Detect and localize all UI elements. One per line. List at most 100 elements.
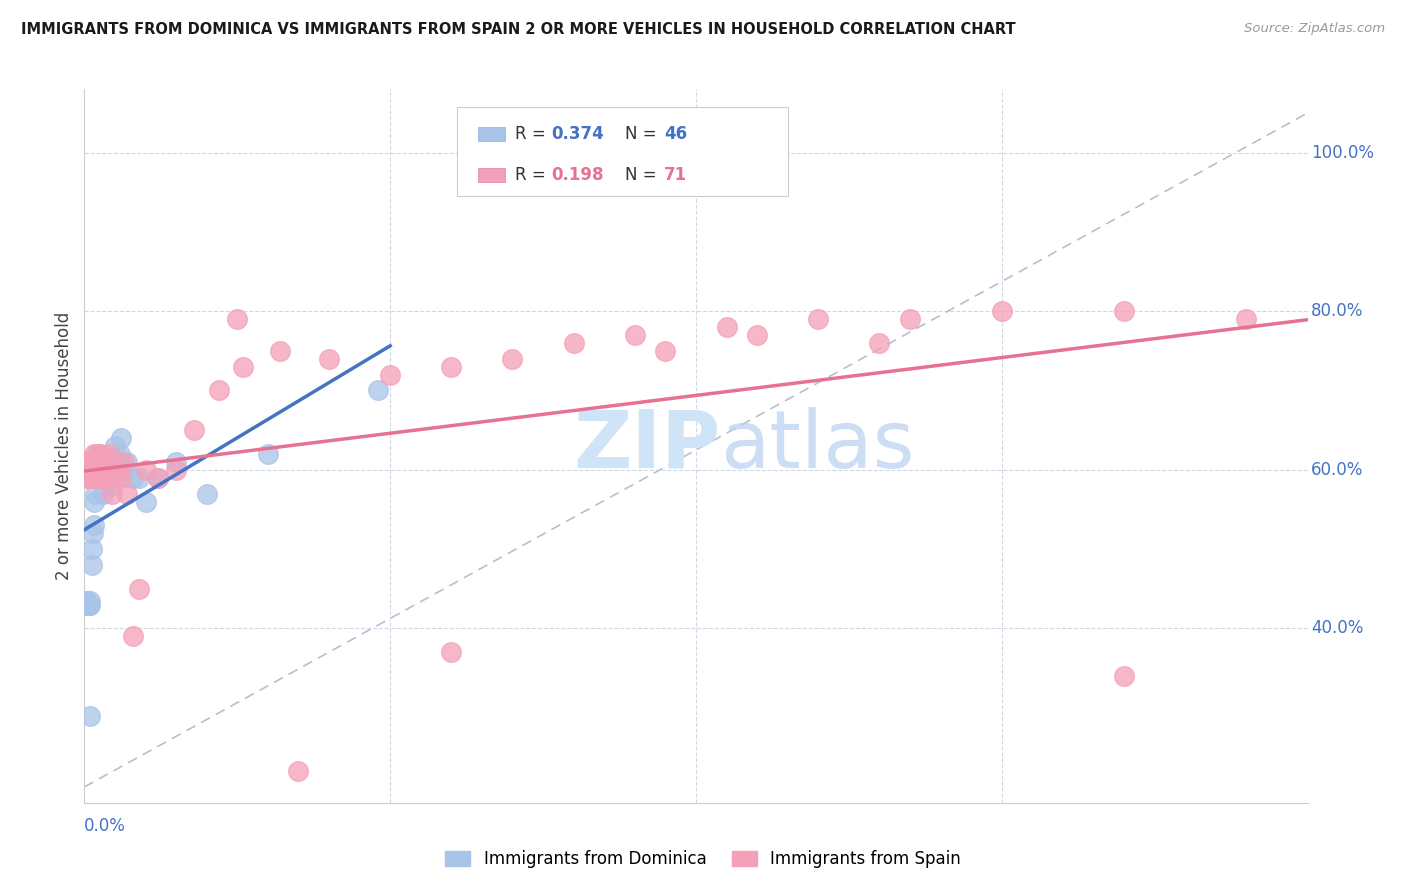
Point xyxy=(440,645,463,659)
Point xyxy=(112,455,135,469)
Point xyxy=(93,471,115,485)
Point xyxy=(77,598,100,612)
Point xyxy=(80,558,103,572)
Point xyxy=(82,455,104,469)
Text: IMMIGRANTS FROM DOMINICA VS IMMIGRANTS FROM SPAIN 2 OR MORE VEHICLES IN HOUSEHOL: IMMIGRANTS FROM DOMINICA VS IMMIGRANTS F… xyxy=(21,22,1015,37)
Point xyxy=(82,542,104,557)
Point xyxy=(208,384,231,398)
Point xyxy=(232,359,254,374)
Point xyxy=(128,582,150,596)
Point xyxy=(807,312,830,326)
Point xyxy=(898,312,921,326)
Text: 0.374: 0.374 xyxy=(551,125,605,143)
Point xyxy=(84,455,107,469)
Point xyxy=(77,463,100,477)
Point xyxy=(87,471,110,485)
Point xyxy=(76,463,98,477)
Point xyxy=(115,486,138,500)
Point xyxy=(716,320,738,334)
Point xyxy=(90,471,112,485)
Point xyxy=(97,463,120,477)
Point xyxy=(75,598,97,612)
Point xyxy=(135,494,157,508)
Point xyxy=(110,431,132,445)
Point xyxy=(287,764,309,778)
Point xyxy=(83,463,105,477)
FancyBboxPatch shape xyxy=(478,128,505,142)
Point xyxy=(104,439,127,453)
Point xyxy=(257,447,280,461)
Point xyxy=(84,463,107,477)
Point xyxy=(76,593,98,607)
Text: atlas: atlas xyxy=(720,407,915,485)
Point xyxy=(77,598,100,612)
Point xyxy=(80,463,103,477)
Point xyxy=(83,518,105,533)
Text: 0.198: 0.198 xyxy=(551,166,605,184)
Point xyxy=(83,486,105,500)
Point xyxy=(869,335,891,350)
Point xyxy=(146,471,169,485)
Text: 71: 71 xyxy=(664,166,688,184)
Point xyxy=(318,351,340,366)
Text: 80.0%: 80.0% xyxy=(1312,302,1364,320)
Point xyxy=(135,463,157,477)
Point xyxy=(98,478,121,492)
Point xyxy=(75,463,97,477)
Point xyxy=(165,455,187,469)
Point xyxy=(122,471,145,485)
Point xyxy=(747,328,769,343)
Point xyxy=(183,423,205,437)
Point xyxy=(79,598,101,612)
Point xyxy=(86,463,108,477)
Point xyxy=(77,455,100,469)
Point xyxy=(107,463,129,477)
Text: 40.0%: 40.0% xyxy=(1312,619,1364,638)
Point xyxy=(79,593,101,607)
Point xyxy=(98,463,121,477)
Point xyxy=(195,486,218,500)
Point xyxy=(90,455,112,469)
Point xyxy=(76,598,98,612)
Point xyxy=(87,455,110,469)
Point xyxy=(89,471,111,485)
Point xyxy=(86,471,108,485)
Point xyxy=(502,351,524,366)
Point xyxy=(87,447,110,461)
Point xyxy=(82,526,104,541)
Point xyxy=(104,471,127,485)
Point xyxy=(75,463,97,477)
Point xyxy=(79,471,101,485)
Point xyxy=(83,494,105,508)
Point xyxy=(82,471,104,485)
Point xyxy=(108,447,131,461)
FancyBboxPatch shape xyxy=(478,169,505,183)
Y-axis label: 2 or more Vehicles in Household: 2 or more Vehicles in Household xyxy=(55,312,73,580)
Point xyxy=(654,343,676,358)
Point xyxy=(86,447,108,461)
Point xyxy=(94,455,117,469)
Point xyxy=(83,455,105,469)
Point xyxy=(226,312,249,326)
Point xyxy=(128,471,150,485)
Point xyxy=(90,455,112,469)
Text: 46: 46 xyxy=(664,125,688,143)
Point xyxy=(89,463,111,477)
Point xyxy=(367,384,389,398)
Point xyxy=(90,463,112,477)
Point xyxy=(91,471,114,485)
Point xyxy=(80,455,103,469)
FancyBboxPatch shape xyxy=(457,107,787,196)
Point xyxy=(84,463,107,477)
Point xyxy=(107,455,129,469)
Point xyxy=(122,629,145,643)
Point xyxy=(440,359,463,374)
Text: N =: N = xyxy=(626,125,662,143)
Point xyxy=(146,471,169,485)
Point xyxy=(101,486,124,500)
Point xyxy=(84,463,107,477)
Point xyxy=(97,471,120,485)
Point xyxy=(89,463,111,477)
Point xyxy=(76,455,98,469)
Point xyxy=(76,598,98,612)
